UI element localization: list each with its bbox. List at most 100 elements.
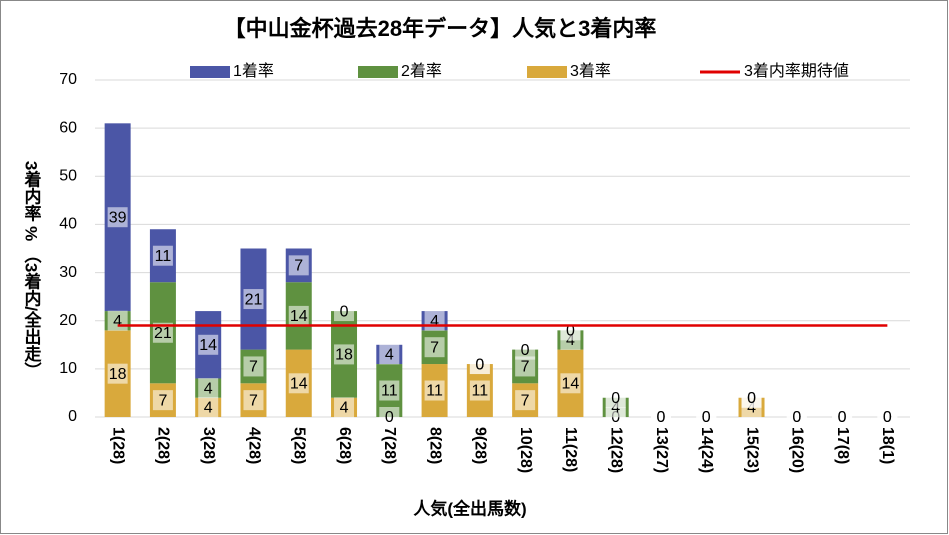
x-tick-label: 17(8) <box>834 427 851 464</box>
data-label-bg <box>424 337 445 358</box>
x-tick-label: 10(28) <box>517 427 534 473</box>
data-label-bg <box>515 390 536 411</box>
y-tick-label: 60 <box>59 119 77 136</box>
legend-swatch <box>527 66 567 78</box>
x-tick-label: 2(28) <box>155 427 172 464</box>
data-label: 0 <box>521 342 530 359</box>
data-label: 0 <box>702 409 711 426</box>
data-label: 7 <box>294 258 303 275</box>
data-label-bg <box>243 356 264 377</box>
data-label-bg <box>288 255 309 276</box>
data-label: 21 <box>154 325 172 342</box>
x-tick-label: 16(20) <box>789 427 806 473</box>
x-tick-label: 18(1) <box>879 427 896 464</box>
data-label-bg <box>334 344 355 365</box>
data-label-bg <box>515 339 536 360</box>
data-label: 4 <box>204 400 213 417</box>
y-tick-label: 10 <box>59 360 77 377</box>
data-label-bg <box>288 373 309 394</box>
x-axis-label: 人気(全出馬数) <box>413 498 526 518</box>
x-tick-label: 9(28) <box>472 427 489 464</box>
data-label-bg <box>379 380 400 401</box>
x-tick-label: 6(28) <box>336 427 353 464</box>
data-label-bg <box>152 245 173 266</box>
data-label: 0 <box>611 409 620 426</box>
data-label: 0 <box>792 409 801 426</box>
data-label-bg <box>741 387 762 408</box>
legend-label: 1着率 <box>233 62 274 80</box>
x-tick-label: 3(28) <box>200 427 217 464</box>
x-tick-label: 11(28) <box>562 427 579 472</box>
data-label: 4 <box>566 332 575 349</box>
data-label: 14 <box>290 308 308 325</box>
data-label: 14 <box>199 337 217 354</box>
data-label-bg <box>107 363 128 384</box>
x-tick-label: 4(28) <box>245 427 262 464</box>
data-label-bg <box>152 322 173 343</box>
data-label: 0 <box>475 356 484 373</box>
x-tick-label: 7(28) <box>381 427 398 464</box>
x-tick-label: 5(28) <box>291 427 308 464</box>
data-label: 11 <box>155 248 172 265</box>
data-label-bg <box>469 380 490 401</box>
data-label: 0 <box>747 390 756 407</box>
data-label: 0 <box>385 409 394 426</box>
data-label-bg <box>379 344 400 365</box>
legend-swatch <box>358 66 398 78</box>
legend-label: 3着内率期待値 <box>744 62 849 80</box>
data-label-bg <box>379 407 400 427</box>
y-tick-label: 20 <box>59 312 77 329</box>
data-label: 0 <box>838 409 847 426</box>
data-label-bg <box>515 356 536 377</box>
x-tick-label: 8(28) <box>426 427 443 464</box>
y-tick-label: 40 <box>59 216 77 233</box>
legend-swatch <box>190 66 230 78</box>
data-label-bg <box>786 407 807 427</box>
data-label: 7 <box>249 392 258 409</box>
data-label: 4 <box>747 400 756 417</box>
y-tick-label: 30 <box>59 264 77 281</box>
data-label: 39 <box>109 209 127 226</box>
data-label: 4 <box>385 347 394 364</box>
data-label-bg <box>560 373 581 394</box>
data-label: 11 <box>381 383 398 400</box>
data-label: 7 <box>249 359 258 376</box>
data-label: 7 <box>430 339 439 356</box>
data-label: 7 <box>521 359 530 376</box>
data-label: 18 <box>109 366 127 383</box>
y-tick-label: 0 <box>68 408 77 425</box>
data-label: 4 <box>611 400 620 417</box>
data-label-bg <box>469 354 490 375</box>
data-label: 14 <box>562 376 580 393</box>
data-label-bg <box>198 334 219 355</box>
data-label-bg <box>288 305 309 326</box>
y-tick-label: 50 <box>59 168 77 185</box>
data-label: 11 <box>472 383 489 400</box>
data-label-bg <box>334 301 355 322</box>
data-label: 14 <box>290 376 308 393</box>
data-label: 0 <box>657 409 666 426</box>
data-label: 7 <box>521 392 530 409</box>
data-label: 7 <box>158 392 167 409</box>
data-label: 0 <box>566 323 575 340</box>
chart-title: 【中山金杯過去28年データ】人気と3着内率 <box>224 16 657 41</box>
legend-label: 2着率 <box>401 62 442 80</box>
x-tick-label: 15(23) <box>743 427 760 473</box>
data-label-bg <box>107 207 128 228</box>
x-tick-label: 13(27) <box>653 427 670 473</box>
data-label-bg <box>424 380 445 401</box>
data-label-bg <box>243 390 264 411</box>
data-label-bg <box>243 289 264 310</box>
data-label-bg <box>198 397 219 418</box>
y-tick-label: 70 <box>59 71 77 88</box>
x-tick-label: 12(28) <box>607 427 624 473</box>
data-label: 4 <box>340 400 349 417</box>
x-tick-label: 14(24) <box>698 427 715 473</box>
y-axis-label: 3着内率 % （3着内/全出走） <box>22 161 43 379</box>
data-label-bg <box>152 390 173 411</box>
data-label-bg <box>877 407 898 427</box>
data-label: 4 <box>113 313 122 330</box>
legend-label: 3着率 <box>570 62 611 80</box>
data-label: 18 <box>335 347 353 364</box>
